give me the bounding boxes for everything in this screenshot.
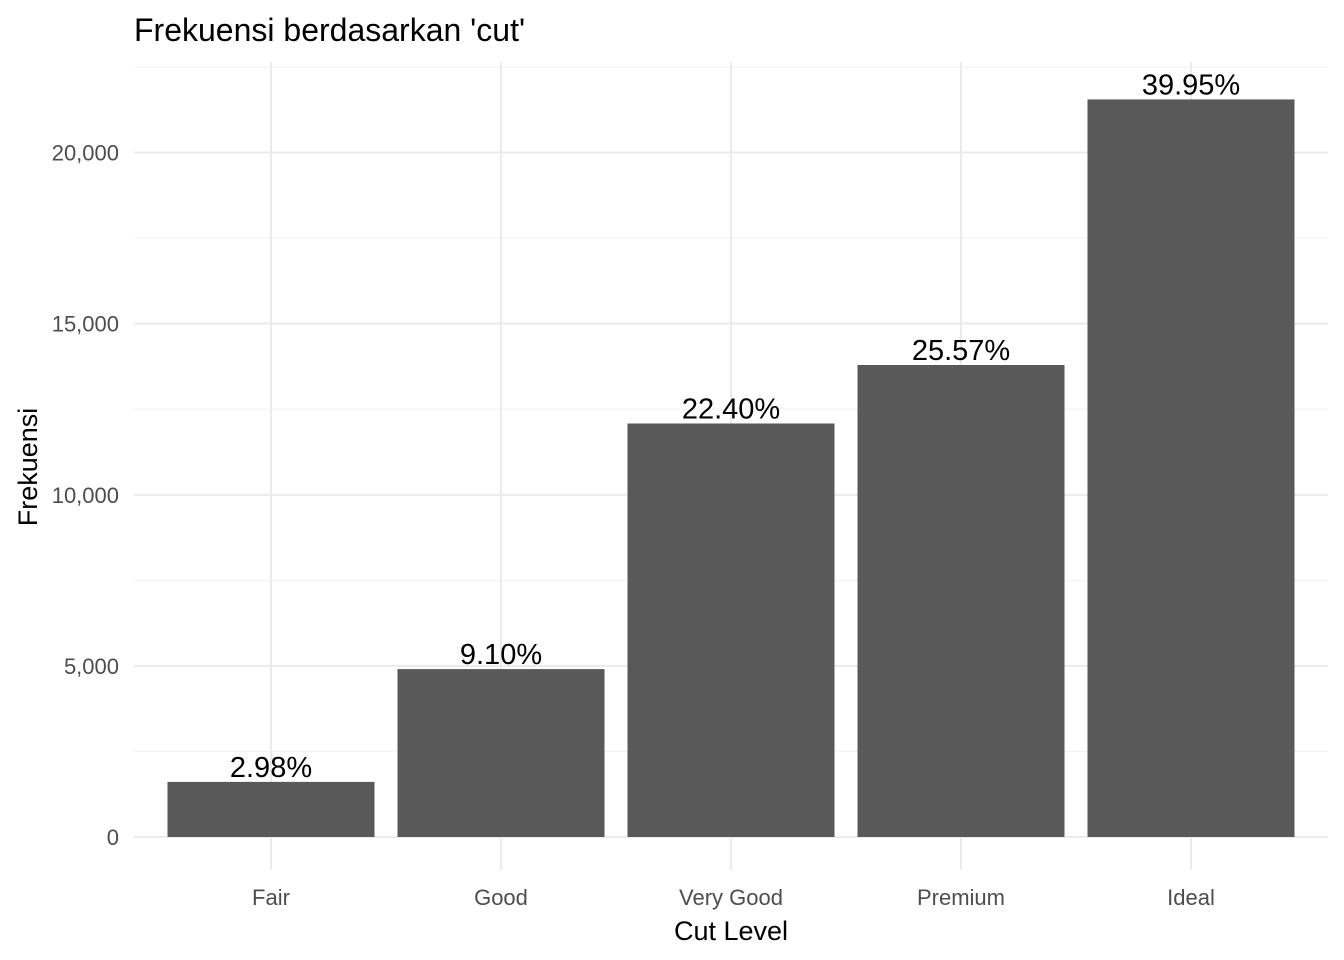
bar-value-label: 39.95%: [1142, 69, 1240, 101]
bar-value-label: 2.98%: [230, 752, 312, 784]
bar-ideal: [1087, 99, 1295, 838]
x-tick-label: Premium: [917, 885, 1005, 910]
bar-premium: [857, 365, 1065, 837]
bar-labels: 2.98% 9.10% 22.40% 25.57% 39.95%: [230, 69, 1240, 783]
y-axis-ticks: 0 5,000 10,000 15,000 20,000: [52, 141, 119, 851]
x-tick-label: Very Good: [679, 885, 783, 910]
y-tick-label: 0: [107, 825, 119, 850]
chart-title: Frekuensi berdasarkan 'cut': [134, 12, 525, 48]
bar-value-label: 25.57%: [912, 335, 1010, 367]
bar-good: [397, 669, 605, 837]
bar-fair: [167, 781, 375, 837]
bars: [167, 99, 1295, 838]
bar-value-label: 22.40%: [682, 393, 780, 425]
bar-value-label: 9.10%: [460, 639, 542, 671]
y-tick-label: 20,000: [52, 141, 119, 166]
bar-very-good: [627, 423, 835, 837]
x-tick-label: Ideal: [1167, 885, 1215, 910]
y-tick-label: 15,000: [52, 312, 119, 337]
y-tick-label: 5,000: [64, 654, 119, 679]
y-axis-title: Frekuensi: [13, 408, 43, 527]
x-tick-label: Good: [474, 885, 528, 910]
y-tick-label: 10,000: [52, 483, 119, 508]
x-tick-label: Fair: [252, 885, 290, 910]
x-axis-title: Cut Level: [674, 916, 788, 946]
x-axis-ticks: Fair Good Very Good Premium Ideal: [252, 885, 1215, 910]
